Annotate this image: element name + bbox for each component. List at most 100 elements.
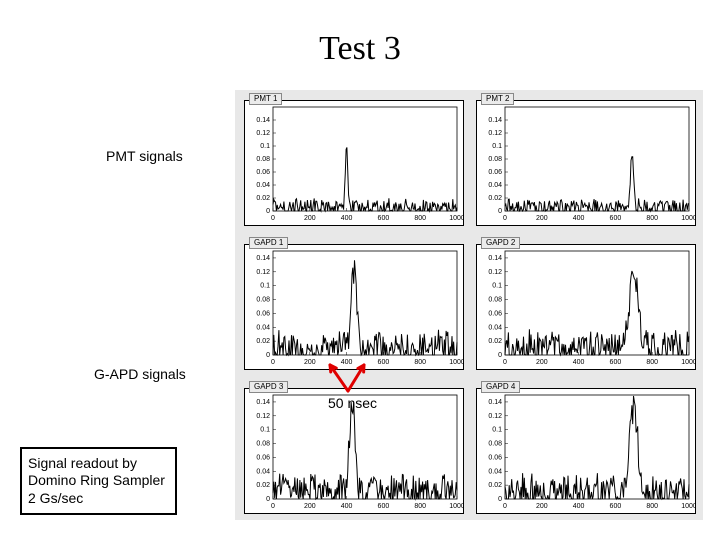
svg-text:0: 0 — [498, 208, 502, 215]
svg-text:600: 600 — [378, 215, 390, 222]
svg-text:0.12: 0.12 — [488, 413, 502, 420]
chart-panel-pmt1: PMT 100.020.040.060.080.10.120.140200400… — [244, 100, 464, 226]
svg-text:1000: 1000 — [449, 215, 463, 222]
chart-panel-title: GAPD 4 — [481, 381, 520, 393]
svg-text:800: 800 — [414, 503, 426, 510]
svg-text:0.04: 0.04 — [488, 468, 502, 475]
page-title: Test 3 — [0, 30, 720, 68]
svg-text:0: 0 — [271, 359, 275, 366]
svg-text:0.04: 0.04 — [488, 324, 502, 331]
svg-text:0.02: 0.02 — [256, 195, 270, 202]
svg-text:400: 400 — [341, 503, 353, 510]
svg-text:0.14: 0.14 — [256, 255, 270, 262]
svg-text:200: 200 — [304, 503, 316, 510]
svg-text:0: 0 — [503, 503, 507, 510]
chart-svg: 00.020.040.060.080.10.120.14020040060080… — [477, 389, 695, 513]
svg-text:0.1: 0.1 — [492, 283, 502, 290]
svg-text:0.1: 0.1 — [492, 143, 502, 150]
svg-text:800: 800 — [646, 359, 658, 366]
svg-text:0.12: 0.12 — [488, 269, 502, 276]
svg-text:0: 0 — [271, 503, 275, 510]
svg-text:800: 800 — [414, 359, 426, 366]
svg-text:400: 400 — [573, 359, 585, 366]
chart-svg: 0 0.02 0.04 0.06 0.08 0.1 0.12 0.14 0 200 400 600 80… — [245, 101, 463, 225]
svg-text:0.12: 0.12 — [256, 130, 270, 137]
svg-text:0.06: 0.06 — [256, 169, 270, 176]
svg-text:400: 400 — [341, 215, 353, 222]
svg-text:400: 400 — [573, 215, 585, 222]
time-scale-annotation: 50 nsec — [328, 395, 377, 411]
svg-text:0.02: 0.02 — [488, 195, 502, 202]
svg-text:0.04: 0.04 — [256, 182, 270, 189]
readout-line3: 2 Gs/sec — [28, 490, 165, 508]
chart-svg: 0 0.02 0.04 0.06 0.08 0.1 0.12 0.14 0 200 400 600 80… — [477, 245, 695, 369]
svg-text:0.14: 0.14 — [256, 117, 270, 124]
svg-text:0.14: 0.14 — [488, 117, 502, 124]
gapd-signals-label: G-APD signals — [94, 366, 186, 382]
chart-panel-title: PMT 1 — [249, 93, 282, 105]
svg-text:0.08: 0.08 — [256, 156, 270, 163]
svg-text:0.02: 0.02 — [488, 338, 502, 345]
svg-text:200: 200 — [304, 359, 316, 366]
svg-text:800: 800 — [414, 215, 426, 222]
chart-panel-title: GAPD 2 — [481, 237, 520, 249]
svg-text:600: 600 — [610, 215, 622, 222]
chart-panel-title: GAPD 1 — [249, 237, 288, 249]
svg-text:0.04: 0.04 — [256, 324, 270, 331]
svg-text:0.08: 0.08 — [488, 297, 502, 304]
readout-info-box: Signal readout by Domino Ring Sampler 2 … — [20, 447, 177, 516]
svg-text:0.02: 0.02 — [256, 338, 270, 345]
svg-text:0.04: 0.04 — [488, 182, 502, 189]
svg-text:0: 0 — [266, 352, 270, 359]
svg-text:0.1: 0.1 — [260, 283, 270, 290]
svg-text:0: 0 — [271, 215, 275, 222]
svg-text:0.14: 0.14 — [488, 255, 502, 262]
svg-text:0.12: 0.12 — [256, 269, 270, 276]
svg-text:600: 600 — [378, 503, 390, 510]
chart-svg: 00.020.040.060.080.10.120.14020040060080… — [245, 245, 463, 369]
svg-text:0.02: 0.02 — [256, 482, 270, 489]
svg-text:600: 600 — [378, 359, 390, 366]
svg-text:200: 200 — [304, 215, 316, 222]
svg-text:0.12: 0.12 — [488, 130, 502, 137]
chart-svg: 00.020.040.060.080.10.120.14020040060080… — [477, 101, 695, 225]
svg-text:0.08: 0.08 — [488, 441, 502, 448]
svg-text:800: 800 — [646, 503, 658, 510]
svg-text:0.08: 0.08 — [256, 441, 270, 448]
svg-text:0.08: 0.08 — [256, 297, 270, 304]
svg-text:0: 0 — [266, 208, 270, 215]
chart-panel-gapd2: GAPD 200.020.040.060.080.10.120.14020040… — [476, 244, 696, 370]
svg-text:0: 0 — [498, 496, 502, 503]
svg-text:0.06: 0.06 — [488, 310, 502, 317]
svg-text:0.12: 0.12 — [256, 413, 270, 420]
svg-text:1000: 1000 — [681, 503, 695, 510]
svg-text:1000: 1000 — [449, 359, 463, 366]
chart-panel-pmt2: PMT 200.020.040.060.080.10.120.140200400… — [476, 100, 696, 226]
svg-text:0.04: 0.04 — [256, 468, 270, 475]
svg-text:1000: 1000 — [681, 359, 695, 366]
svg-text:0.06: 0.06 — [256, 310, 270, 317]
svg-text:0.08: 0.08 — [488, 156, 502, 163]
svg-text:0: 0 — [498, 352, 502, 359]
svg-text:0: 0 — [266, 496, 270, 503]
chart-panel-title: GAPD 3 — [249, 381, 288, 393]
svg-text:600: 600 — [610, 503, 622, 510]
readout-line2: Domino Ring Sampler — [28, 472, 165, 490]
svg-text:0.06: 0.06 — [488, 454, 502, 461]
svg-text:200: 200 — [536, 503, 548, 510]
readout-line1: Signal readout by — [28, 455, 165, 473]
svg-text:0.1: 0.1 — [260, 143, 270, 150]
svg-text:0.06: 0.06 — [488, 169, 502, 176]
svg-text:200: 200 — [536, 359, 548, 366]
chart-panel-gapd4: GAPD 400.020.040.060.080.10.120.14020040… — [476, 388, 696, 514]
svg-text:600: 600 — [610, 359, 622, 366]
svg-text:0.1: 0.1 — [492, 427, 502, 434]
chart-panel-gapd1: GAPD 100.020.040.060.080.10.120.14020040… — [244, 244, 464, 370]
svg-text:0.1: 0.1 — [260, 427, 270, 434]
pmt-signals-label: PMT signals — [106, 148, 183, 164]
svg-text:0.06: 0.06 — [256, 454, 270, 461]
svg-text:800: 800 — [646, 215, 658, 222]
svg-text:0: 0 — [503, 359, 507, 366]
svg-text:1000: 1000 — [681, 215, 695, 222]
svg-text:200: 200 — [536, 215, 548, 222]
